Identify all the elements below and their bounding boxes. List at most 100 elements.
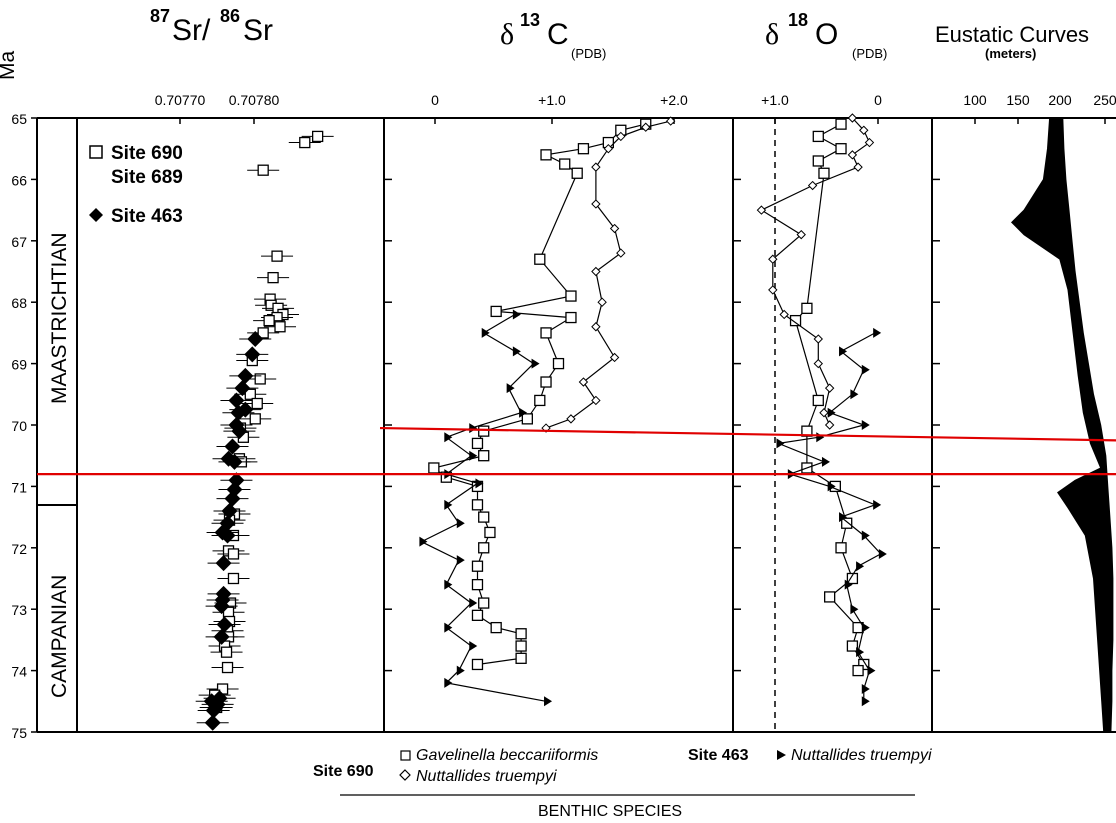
series-line — [796, 124, 864, 671]
data-point-open-square — [541, 150, 551, 160]
data-point-open-diamond — [809, 182, 817, 190]
y-tick-label: 70 — [11, 418, 27, 434]
data-point-open-square — [516, 653, 526, 663]
data-point-filled-triangle — [419, 537, 427, 547]
y-tick-label: 71 — [11, 479, 27, 495]
data-point-open-square — [472, 610, 482, 620]
legend-site689: Site 689 — [111, 167, 183, 188]
data-point-open-square — [429, 463, 439, 473]
data-point-open-square — [472, 659, 482, 669]
x-tick-label: 200 — [1048, 92, 1072, 108]
x-tick-label: 0 — [431, 92, 439, 108]
c13-el: C — [547, 18, 569, 51]
data-point-filled-diamond — [237, 368, 253, 384]
axes-frame — [37, 118, 1116, 732]
data-point-filled-triangle — [544, 696, 552, 706]
data-point-open-square — [578, 144, 588, 154]
data-point-filled-triangle — [457, 518, 465, 528]
legend-site463-label: Site 463 — [688, 747, 749, 764]
data-point-open-square — [566, 313, 576, 323]
header-o18: δ 18 O (PDB) — [765, 10, 887, 61]
data-point-open-square — [813, 395, 823, 405]
data-point-open-square — [252, 399, 262, 409]
header-c13: δ 13 C (PDB) — [500, 10, 606, 61]
data-point-filled-triangle — [776, 438, 784, 448]
data-point-filled-triangle — [822, 457, 830, 467]
legend-site690-label: Site 690 — [313, 763, 374, 780]
data-point-open-diamond — [780, 310, 788, 318]
data-point-open-square — [472, 500, 482, 510]
data-point-open-square — [522, 414, 532, 424]
sr-end: Sr — [243, 14, 273, 47]
data-point-open-square — [541, 377, 551, 387]
data-point-open-square — [825, 592, 835, 602]
data-point-open-square — [836, 119, 846, 129]
data-point-filled-triangle — [457, 555, 465, 565]
data-point-open-square — [842, 518, 852, 528]
x-tick-label: 250 — [1093, 92, 1116, 108]
data-point-open-square — [472, 561, 482, 571]
data-point-open-square — [572, 168, 582, 178]
sr-sup1: 87 — [150, 6, 170, 26]
data-point-open-square — [275, 322, 285, 332]
data-point-filled-triangle — [873, 328, 881, 338]
header-ma: Ma — [0, 51, 19, 80]
data-point-filled-triangle — [862, 420, 870, 430]
data-point-open-square — [491, 306, 501, 316]
legend-site690: Site 690 — [111, 143, 183, 164]
data-point-filled-triangle — [444, 678, 452, 688]
data-point-open-diamond — [592, 323, 600, 331]
data-point-filled-triangle — [816, 432, 824, 442]
y-tick-label: 68 — [11, 295, 27, 311]
o18-sub: (PDB) — [852, 46, 887, 61]
legend-open-square — [401, 751, 410, 760]
data-point-open-diamond — [826, 421, 834, 429]
y-tick-label: 67 — [11, 234, 27, 250]
o18-sup: 18 — [788, 10, 808, 30]
y-tick-label: 73 — [11, 602, 27, 618]
data-point-open-square — [268, 273, 278, 283]
data-point-filled-triangle — [867, 666, 875, 676]
data-point-filled-triangle — [862, 684, 870, 694]
data-point-open-square — [479, 426, 489, 436]
data-point-filled-triangle — [879, 549, 887, 559]
o18-delta: δ — [765, 18, 779, 51]
stage-maastrichtian: MAASTRICHTIAN — [48, 232, 71, 404]
ma-label: Ma — [0, 51, 19, 80]
x-axis-ticks: 0.70770 0.70780 0 +1.0 +2.0 +1.0 0 100 150 200 250 — [155, 92, 1116, 124]
data-point-open-square — [472, 438, 482, 448]
header-sr: 87 Sr/ 86 Sr — [150, 6, 273, 47]
x-tick-label: +1.0 — [538, 92, 566, 108]
data-point-filled-triangle — [873, 500, 881, 510]
legend-nuttallides-690: Nuttallides truempyi — [416, 768, 557, 785]
x-tick-label: 0.70770 — [155, 92, 206, 108]
data-point-open-square — [541, 328, 551, 338]
eustatic-sub: (meters) — [985, 46, 1036, 61]
data-point-open-square — [819, 168, 829, 178]
data-point-filled-triangle — [469, 641, 477, 651]
data-point-open-square — [560, 159, 570, 169]
c13-delta: δ — [500, 18, 514, 51]
legend-open-diamond — [400, 770, 410, 780]
series-line — [421, 315, 546, 702]
x-tick-label: 100 — [963, 92, 987, 108]
x-tick-label: +1.0 — [761, 92, 789, 108]
data-point-open-diamond — [848, 151, 856, 159]
data-point-open-square — [479, 543, 489, 553]
data-point-open-diamond — [826, 384, 834, 392]
data-point-open-square — [491, 623, 501, 633]
data-point-open-square — [272, 251, 282, 261]
data-point-open-square — [313, 131, 323, 141]
data-point-filled-triangle — [856, 561, 864, 571]
o18-el: O — [815, 18, 838, 51]
data-point-open-square — [853, 666, 863, 676]
data-point-open-square — [813, 131, 823, 141]
data-point-open-diamond — [598, 298, 606, 306]
data-point-open-square — [250, 414, 260, 424]
data-point-open-diamond — [592, 163, 600, 171]
data-point-open-diamond — [567, 415, 575, 423]
data-point-open-square — [836, 144, 846, 154]
data-point-filled-triangle — [862, 623, 870, 633]
data-point-open-square — [479, 512, 489, 522]
